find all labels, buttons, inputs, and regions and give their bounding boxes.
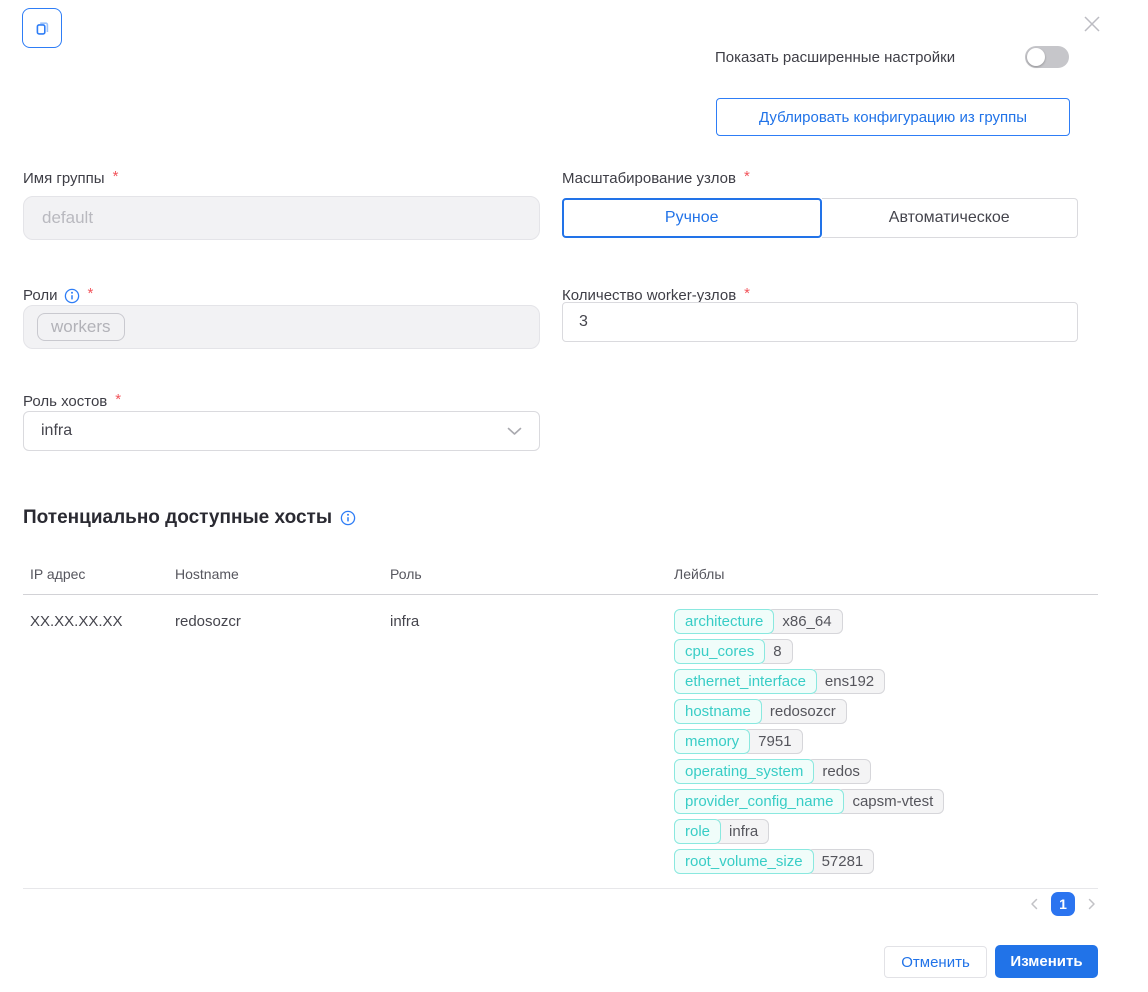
label-key: provider_config_name: [674, 789, 845, 814]
hosts-table-header: IP адрес Hostname Роль Лейблы: [23, 558, 1098, 595]
host-label: cpu_cores 8: [674, 639, 793, 664]
host-role-value: infra: [41, 422, 73, 439]
label-key: role: [674, 819, 722, 844]
label-key: ethernet_interface: [674, 669, 817, 694]
info-icon: [340, 510, 356, 526]
host-role: infra: [390, 613, 420, 630]
scaling-segmented-control: Ручное Автоматическое: [562, 198, 1078, 238]
worker-count-label: Количество worker-узлов *: [562, 285, 751, 304]
label-value: 7951: [743, 729, 803, 754]
duplicate-config-button[interactable]: Дублировать конфигурацию из группы: [716, 98, 1070, 136]
current-page-button[interactable]: 1: [1051, 892, 1075, 916]
column-header-role: Роль: [390, 566, 422, 582]
label-value: infra: [714, 819, 770, 844]
hosts-table: IP адрес Hostname Роль Лейблы XX.XX.XX.X…: [23, 558, 1098, 889]
roles-input: workers: [23, 305, 540, 349]
host-hostname: redosozcr: [175, 613, 241, 630]
host-role-select[interactable]: infra: [23, 411, 540, 451]
chevron-left-icon[interactable]: [1028, 897, 1042, 911]
host-label: ethernet_interface ens192: [674, 669, 886, 694]
host-label: hostname redosozcr: [674, 699, 847, 724]
roles-label: Роли *: [23, 285, 94, 304]
column-header-hostname: Hostname: [175, 566, 239, 582]
label-value: 57281: [806, 849, 875, 874]
required-asterisk: *: [744, 168, 750, 185]
advanced-settings-row: Показать расширенные настройки: [715, 44, 1069, 70]
toggle-knob: [1027, 48, 1045, 66]
label-key: hostname: [674, 699, 762, 724]
label-key: operating_system: [674, 759, 815, 784]
column-header-ip: IP адрес: [30, 566, 86, 582]
label-key: cpu_cores: [674, 639, 766, 664]
required-asterisk: *: [115, 391, 122, 408]
scaling-option-manual[interactable]: Ручное: [562, 198, 822, 238]
label-value: redosozcr: [754, 699, 847, 724]
column-header-labels: Лейблы: [674, 566, 725, 582]
host-label: role infra: [674, 819, 770, 844]
advanced-settings-toggle[interactable]: [1025, 46, 1069, 68]
chevron-down-icon: [507, 427, 522, 436]
label-value: capsm-vtest: [837, 789, 945, 814]
label-value: ens192: [809, 669, 886, 694]
pagination: 1: [1028, 892, 1098, 916]
role-tag: workers: [37, 313, 125, 341]
copy-icon: [34, 20, 51, 37]
scaling-label: Масштабирование узлов *: [562, 168, 750, 187]
cancel-button[interactable]: Отменить: [884, 946, 987, 978]
host-labels: architecture x86_64 cpu_cores 8 ethernet_int…: [667, 609, 1098, 874]
label-value: redos: [807, 759, 871, 784]
host-label: provider_config_name capsm-vtest: [674, 789, 945, 814]
worker-count-input[interactable]: [562, 302, 1078, 342]
submit-button[interactable]: Изменить: [995, 945, 1098, 978]
table-row: XX.XX.XX.XX redosozcr infra architecture…: [23, 595, 1098, 889]
scaling-option-automatic[interactable]: Автоматическое: [821, 198, 1078, 238]
required-asterisk: *: [87, 285, 94, 302]
group-name-label: Имя группы *: [23, 168, 119, 187]
copy-button[interactable]: [22, 8, 62, 48]
required-asterisk: *: [744, 285, 751, 302]
required-asterisk: *: [112, 168, 119, 185]
label-key: architecture: [674, 609, 775, 634]
host-ip: XX.XX.XX.XX: [30, 613, 123, 630]
host-role-label: Роль хостов *: [23, 391, 122, 410]
label-key: memory: [674, 729, 751, 754]
hosts-section-title: Потенциально доступные хосты: [23, 507, 356, 529]
advanced-settings-label: Показать расширенные настройки: [715, 48, 956, 66]
group-name-input: [23, 196, 540, 240]
host-label: architecture x86_64: [674, 609, 843, 634]
close-icon[interactable]: [1081, 13, 1103, 35]
host-label: operating_system redos: [674, 759, 871, 784]
host-label: root_volume_size 57281: [674, 849, 875, 874]
label-value: x86_64: [767, 609, 843, 634]
info-icon: [64, 288, 80, 304]
chevron-right-icon[interactable]: [1084, 897, 1098, 911]
host-label: memory 7951: [674, 729, 803, 754]
label-key: root_volume_size: [674, 849, 814, 874]
